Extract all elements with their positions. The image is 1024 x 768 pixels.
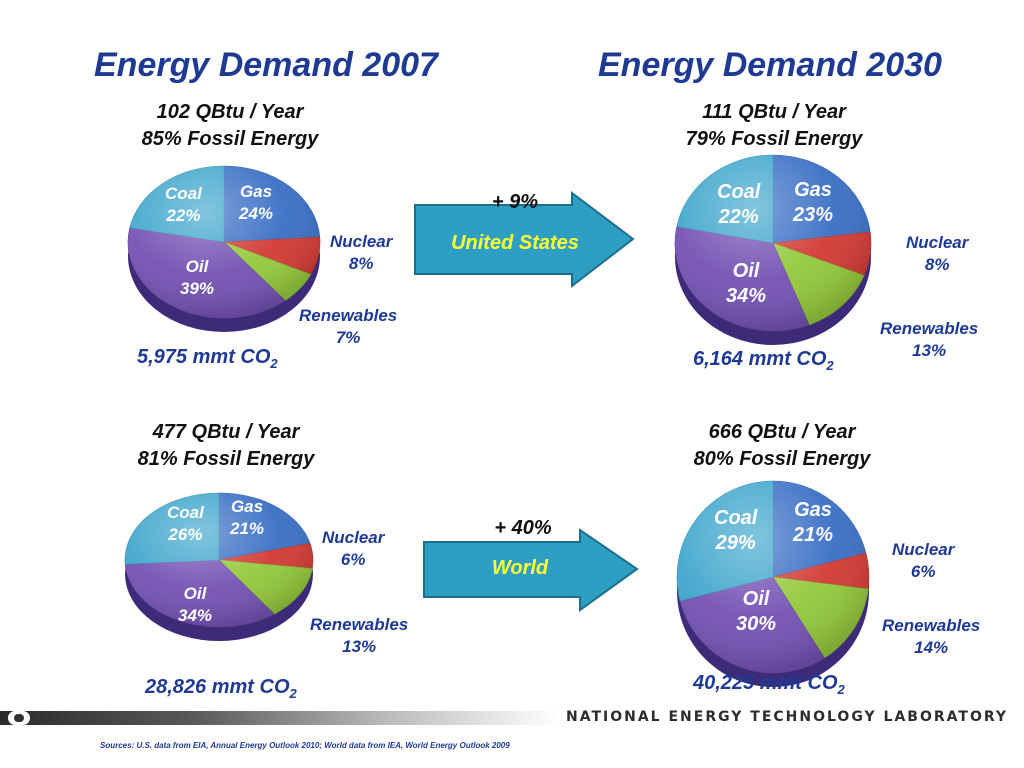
- us-2030-subtitle: 111 QBtu / Year 79% Fossil Energy: [644, 99, 904, 153]
- us2030-label-renewables: Renewables 13%: [880, 319, 979, 360]
- arrow-us: [414, 190, 635, 289]
- world-2007-qbtu: 477 QBtu / Year: [152, 421, 300, 443]
- world-2030-subtitle: 666 QBtu / Year 80% Fossil Energy: [652, 419, 912, 473]
- world-2007-subtitle: 477 QBtu / Year 81% Fossil Energy: [96, 419, 356, 473]
- us2030-label-nuclear: Nuclear 8%: [906, 233, 969, 274]
- world2030-label-oil: Oil 30%: [736, 588, 777, 635]
- world2030-label-gas: Gas 21%: [793, 499, 834, 546]
- world2007-co2: 28,826 mmt CO2: [145, 676, 297, 701]
- arrow-world: [423, 528, 639, 612]
- pie-world-2030: [676, 480, 870, 687]
- world-growth-label: + 40%: [494, 517, 552, 539]
- us2007-label-nuclear: Nuclear 8%: [330, 232, 393, 273]
- us2007-label-coal: Coal 22%: [165, 184, 202, 225]
- us2007-label-gas: Gas 24%: [239, 182, 274, 223]
- world-2030-qbtu: 666 QBtu / Year: [708, 421, 856, 443]
- title-2030: Energy Demand 2030: [598, 46, 942, 84]
- world-arrow-label: World: [491, 557, 549, 579]
- us2030-label-gas: Gas 23%: [793, 179, 834, 226]
- us2007-label-renewables: Renewables 7%: [299, 306, 398, 347]
- world2030-pie-gloss: [677, 481, 869, 673]
- sources-note: Sources: U.S. data from EIA, Annual Ener…: [100, 741, 510, 750]
- us-2007-fossil: 85% Fossil Energy: [141, 128, 319, 150]
- world2007-label-renewables: Renewables 13%: [310, 615, 409, 656]
- world2007-label-oil: Oil 34%: [178, 584, 213, 625]
- org-name: NATIONAL ENERGY TECHNOLOGY LABORATORY: [566, 709, 1008, 725]
- us-arrow-label: United States: [451, 232, 579, 254]
- world2007-label-nuclear: Nuclear 6%: [322, 528, 385, 569]
- pie-world-2007: [124, 492, 314, 641]
- pie-us-2007: [127, 165, 321, 332]
- pie-us-2030: [674, 154, 872, 345]
- us2030-label-coal: Coal 22%: [717, 181, 761, 228]
- us2007-co2: 5,975 mmt CO2: [137, 346, 278, 371]
- world-2007-fossil: 81% Fossil Energy: [137, 448, 315, 470]
- us-2007-subtitle: 102 QBtu / Year 85% Fossil Energy: [100, 99, 360, 153]
- world-2030-fossil: 80% Fossil Energy: [693, 448, 871, 470]
- us2007-label-oil: Oil 39%: [180, 257, 215, 298]
- netl-logo-icon: [8, 711, 30, 725]
- world2007-pie-gloss: [125, 493, 313, 627]
- world2030-label-nuclear: Nuclear 6%: [892, 540, 955, 581]
- world2007-label-coal: Coal 26%: [167, 503, 204, 544]
- title-2007: Energy Demand 2007: [94, 46, 438, 84]
- us2030-co2: 6,164 mmt CO2: [693, 348, 834, 373]
- us-2030-fossil: 79% Fossil Energy: [685, 128, 863, 150]
- us-2007-qbtu: 102 QBtu / Year: [156, 101, 304, 123]
- us2030-pie-gloss: [675, 155, 871, 331]
- world2007-label-gas: Gas 21%: [230, 497, 265, 538]
- footer-bar: [0, 711, 560, 725]
- us-2030-qbtu: 111 QBtu / Year: [702, 101, 846, 123]
- world2030-label-renewables: Renewables 14%: [882, 616, 981, 657]
- us-growth-label: + 9%: [491, 191, 539, 213]
- us2007-pie-gloss: [128, 166, 320, 318]
- us2030-label-oil: Oil 34%: [726, 260, 767, 307]
- world2030-label-coal: Coal 29%: [714, 507, 758, 554]
- world2030-co2: 40,225 mmt CO2: [693, 672, 845, 697]
